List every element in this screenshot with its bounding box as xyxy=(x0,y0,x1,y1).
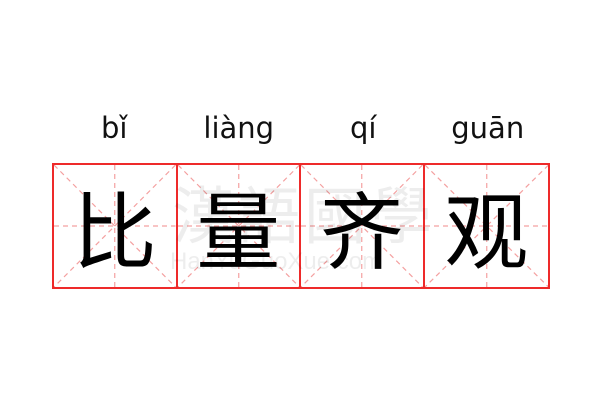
guide-lines xyxy=(178,165,300,287)
pinyin-1: bǐ xyxy=(101,111,128,145)
character-3: 齐 xyxy=(319,183,404,282)
character-1: 比 xyxy=(72,183,157,282)
guide-line xyxy=(54,165,176,287)
pinyin-4: guān xyxy=(451,111,525,145)
character-cell: 比 xyxy=(54,165,178,287)
guide-line xyxy=(301,165,423,287)
guide-line xyxy=(301,165,423,287)
character-cell: 量 xyxy=(178,165,301,287)
character-4: 观 xyxy=(444,183,529,282)
guide-lines xyxy=(54,165,176,287)
guide-line xyxy=(178,165,300,287)
guide-line xyxy=(178,165,300,287)
character-grid: 比 量 齐 观 xyxy=(52,163,550,289)
guide-line xyxy=(425,165,549,287)
pinyin-3: qí xyxy=(350,111,377,145)
character-cell: 齐 xyxy=(301,165,425,287)
guide-lines xyxy=(425,165,549,287)
guide-line xyxy=(54,165,176,287)
pinyin-row: bǐ liàng qí guān xyxy=(52,108,550,148)
character-2: 量 xyxy=(196,183,281,282)
pinyin-2: liàng xyxy=(203,111,275,145)
guide-lines xyxy=(301,165,423,287)
guide-line xyxy=(425,165,549,287)
character-cell: 观 xyxy=(425,165,549,287)
